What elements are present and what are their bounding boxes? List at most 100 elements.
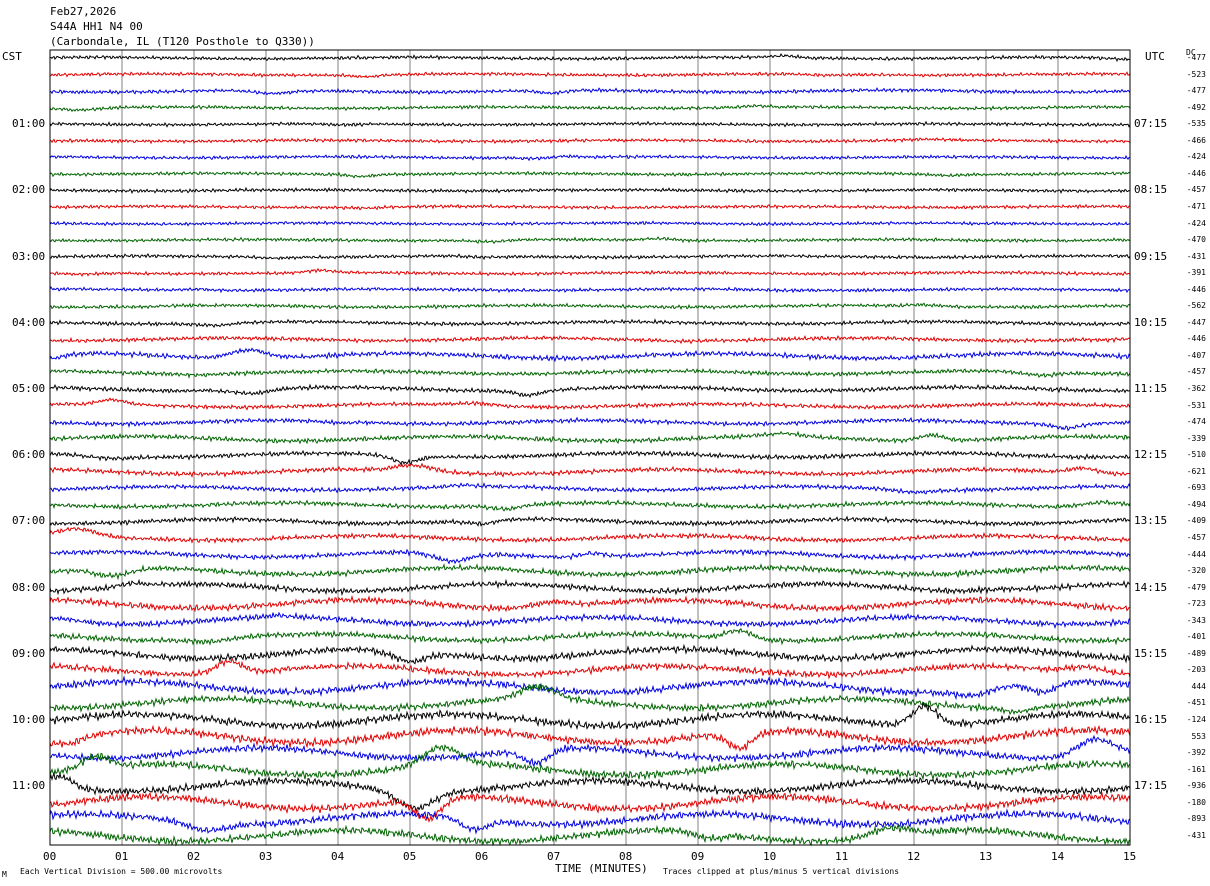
left-hour-label: 02:00 — [12, 183, 46, 197]
dc-offset-label: -343 — [1186, 615, 1206, 625]
plot-date: Feb27,2026 — [50, 5, 117, 18]
dc-offset-label: -693 — [1186, 483, 1206, 493]
trace-33 — [49, 595, 1131, 613]
dc-offset-label: -392 — [1186, 748, 1206, 758]
dc-offset-label: -936 — [1186, 781, 1206, 791]
trace-12 — [49, 252, 1131, 261]
right-hour-label: 14:15 — [1134, 580, 1168, 594]
dc-offset-label: -492 — [1186, 102, 1206, 112]
x-axis-title: TIME (MINUTES) — [555, 862, 648, 875]
trace-3 — [49, 103, 1131, 113]
trace-29 — [49, 526, 1131, 544]
station-location-label: (Carbondale, IL (T120 Posthole to Q330)) — [50, 35, 315, 48]
dc-offset-label: -446 — [1186, 168, 1206, 178]
trace-38 — [49, 675, 1131, 701]
dc-offset-label: 444 — [1191, 681, 1206, 691]
trace-44 — [49, 771, 1131, 813]
trace-15 — [49, 302, 1131, 311]
trace-43 — [49, 743, 1131, 781]
trace-42 — [49, 734, 1131, 768]
dc-offset-label: -474 — [1186, 417, 1206, 427]
trace-4 — [49, 120, 1131, 128]
dc-offset-label: -479 — [1186, 582, 1206, 592]
trace-46 — [49, 808, 1131, 835]
dc-offset-label: -401 — [1186, 632, 1206, 642]
x-tick-label: 14 — [1051, 850, 1065, 863]
trace-25 — [49, 462, 1131, 478]
left-hour-label: 04:00 — [12, 315, 46, 329]
trace-14 — [49, 286, 1131, 294]
dc-offset-label: -535 — [1186, 119, 1206, 129]
trace-9 — [49, 203, 1131, 211]
right-hour-label: 16:15 — [1134, 713, 1168, 726]
x-tick-label: 10 — [763, 850, 777, 863]
dc-offset-label: -161 — [1186, 764, 1206, 774]
right-hour-label: 08:15 — [1134, 183, 1168, 197]
trace-20 — [49, 383, 1131, 399]
dc-offset-label: -446 — [1186, 284, 1206, 294]
right-hour-label: 07:15 — [1134, 117, 1168, 131]
right-hour-label: 13:15 — [1134, 514, 1168, 528]
trace-8 — [49, 186, 1131, 195]
x-tick-label: 02 — [187, 850, 201, 863]
dc-offset-label: -444 — [1186, 549, 1206, 559]
dc-offset-label: -893 — [1186, 814, 1206, 824]
trace-19 — [49, 367, 1131, 379]
trace-7 — [49, 170, 1131, 179]
trace-34 — [49, 611, 1131, 629]
trace-2 — [49, 87, 1131, 96]
dc-offset-label: -409 — [1186, 516, 1206, 526]
x-tick-label: 06 — [475, 850, 489, 863]
dc-offset-label: -457 — [1186, 532, 1206, 542]
dc-offset-label: -477 — [1186, 86, 1206, 96]
plot-frame — [49, 49, 1131, 846]
trace-24 — [49, 449, 1131, 466]
trace-27 — [49, 499, 1131, 512]
trace-16 — [49, 318, 1131, 328]
trace-37 — [49, 657, 1131, 680]
dc-offset-label: -457 — [1186, 367, 1206, 377]
dc-column-label: DC — [1186, 48, 1196, 57]
footer-left-mark: M — [2, 870, 7, 879]
dc-offset-label: -489 — [1186, 648, 1206, 658]
dc-offset-label: -446 — [1186, 334, 1206, 344]
left-hour-label: 09:00 — [12, 646, 46, 660]
x-tick-label: 11 — [835, 850, 849, 863]
right-hour-label: 15:15 — [1134, 646, 1168, 660]
left-hour-label: 05:00 — [12, 382, 46, 395]
x-tick-label: 12 — [907, 850, 921, 863]
left-hour-label: 03:00 — [12, 249, 46, 263]
trace-32 — [49, 578, 1131, 597]
dc-offset-label: -477 — [1186, 53, 1206, 62]
dc-offset-label: -124 — [1186, 715, 1206, 724]
dc-offset-label: -621 — [1186, 466, 1206, 476]
trace-26 — [49, 482, 1131, 495]
dc-offset-label: -562 — [1186, 301, 1206, 311]
right-hour-label: 10:15 — [1134, 315, 1168, 329]
station-channel-label: S44A HH1 N4 00 — [50, 20, 143, 33]
trace-17 — [49, 334, 1131, 345]
trace-0 — [49, 52, 1131, 62]
trace-31 — [49, 562, 1131, 581]
dc-offset-label: 553 — [1191, 731, 1206, 741]
dc-offset-label: -447 — [1186, 317, 1206, 327]
trace-13 — [49, 267, 1131, 277]
dc-offset-label: -494 — [1186, 499, 1206, 509]
clip-note: Traces clipped at plus/minus 5 vertical … — [663, 867, 900, 876]
dc-offset-label: -424 — [1186, 218, 1206, 228]
dc-offset-label: -431 — [1186, 251, 1206, 261]
right-hour-label: 12:15 — [1134, 448, 1168, 462]
trace-10 — [49, 220, 1131, 227]
dc-offset-label: -362 — [1186, 384, 1206, 393]
dc-offset-label: -523 — [1186, 69, 1206, 79]
trace-18 — [49, 347, 1131, 363]
trace-1 — [49, 71, 1131, 79]
dc-offset-label: -471 — [1186, 201, 1206, 211]
left-timezone-label: CST — [2, 50, 22, 63]
vertical-scale-note: Each Vertical Division = 500.00 microvol… — [20, 867, 223, 876]
time-gridlines — [121, 50, 1059, 845]
x-tick-label: 09 — [691, 850, 705, 863]
dc-offset-label: -407 — [1186, 350, 1206, 360]
trace-28 — [49, 515, 1131, 528]
